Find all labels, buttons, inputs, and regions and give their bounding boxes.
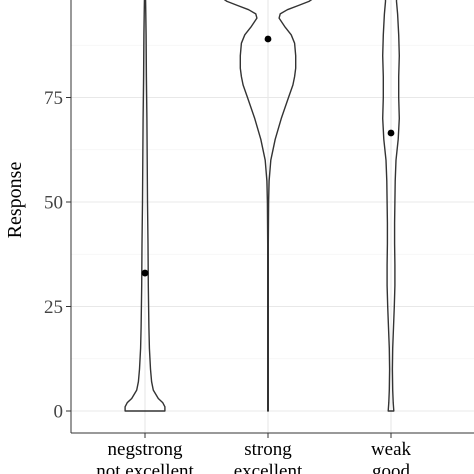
x-category-label-line1: strong — [244, 439, 292, 460]
gridlines — [71, 0, 474, 433]
y-tick-label: 75 — [44, 88, 63, 109]
x-category-label-line1: negstrong — [108, 439, 183, 460]
mean-points — [141, 35, 395, 277]
axes — [70, 0, 474, 434]
mean-point-strong — [264, 35, 272, 43]
y-tick-label: 0 — [54, 402, 64, 423]
x-category-label-line2: not excellent — [96, 461, 194, 474]
violin-shapes — [124, 0, 400, 412]
y-axis-title: Response — [4, 162, 26, 239]
violin-strong — [223, 0, 313, 412]
y-axis-ticks: 0 25 50 75 — [44, 88, 71, 423]
x-category-label-line2: excellent — [234, 461, 303, 474]
y-tick-label: 50 — [44, 193, 63, 214]
mean-point-weak — [387, 129, 395, 137]
violin-negstrong — [124, 0, 166, 412]
y-tick-label: 25 — [44, 297, 63, 318]
violin-weak — [382, 0, 400, 412]
x-category-label-line1: weak — [371, 439, 412, 460]
x-category-label-line2: good — [372, 461, 411, 474]
mean-point-negstrong — [141, 269, 149, 277]
